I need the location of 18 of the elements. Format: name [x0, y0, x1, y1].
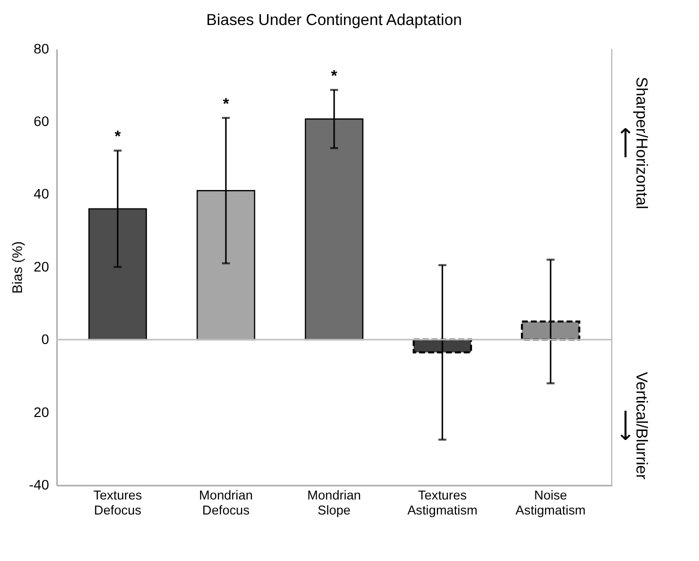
text: Sharper/Horizontal [632, 76, 650, 210]
y-tick-label: -40 [29, 476, 50, 493]
y-tick-label: 40 [34, 186, 50, 202]
x-tick-label: Mondrian Slope [307, 487, 361, 518]
y-tick-label: 20 [34, 404, 50, 420]
y-axis-title: Bias (%) [9, 241, 26, 294]
x-tick-label: Noise Astigmatism [516, 487, 586, 518]
y-tick-label: 20 [34, 258, 50, 274]
annotation: * [331, 68, 338, 85]
x-tick-label: Textures Astigmatism [407, 487, 478, 518]
y-tick-label: 80 [34, 40, 50, 56]
y-tick-label: 60 [34, 113, 50, 129]
annotation: * [222, 96, 230, 113]
x-tick-label: Mondrian Defocus [199, 487, 253, 518]
x-tick-label: Textures Defocus [93, 487, 142, 518]
chart-title: Biases Under Contingent Adaptation [206, 12, 462, 30]
y-tick-label: 0 [41, 331, 50, 348]
annotation: * [114, 128, 122, 146]
